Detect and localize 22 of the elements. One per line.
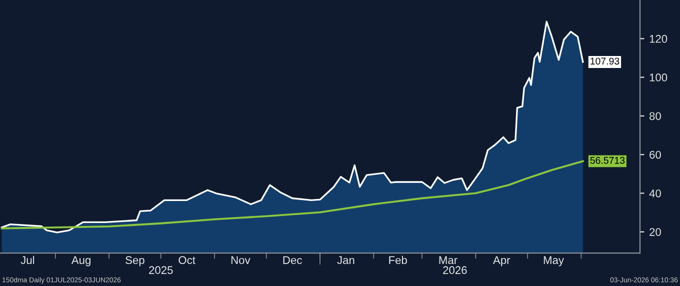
- y-tick-label: 120: [650, 34, 668, 43]
- data-label: 56.5713: [590, 156, 625, 164]
- x-tick-label: Jul: [20, 256, 34, 264]
- y-tick-label: 20: [650, 228, 661, 236]
- x2-tick-label: 2025: [149, 266, 173, 274]
- y-tick-label: 80: [650, 112, 661, 120]
- x-tick-label: May: [544, 256, 564, 266]
- x2-tick-label: 2026: [443, 266, 467, 274]
- x-tick-label: Oct: [178, 256, 196, 264]
- x-tick-label: Nov: [231, 256, 250, 264]
- x-tick-label: Jan: [337, 256, 354, 264]
- y-tick-label: 100: [650, 74, 668, 82]
- line-series: [0, 160, 584, 230]
- x-tick-label: Mar: [439, 256, 458, 264]
- x-tick-label: Apr: [493, 256, 510, 266]
- y-tick-label: 40: [649, 189, 661, 198]
- x-tick-label: Feb: [389, 256, 407, 264]
- y-tick-label: 60: [650, 150, 661, 159]
- x-tick-label: Aug: [71, 256, 90, 266]
- data-label: 107.93: [590, 58, 620, 65]
- x-tick-label: Dec: [283, 256, 302, 264]
- x-tick-label: Sep: [126, 256, 144, 266]
